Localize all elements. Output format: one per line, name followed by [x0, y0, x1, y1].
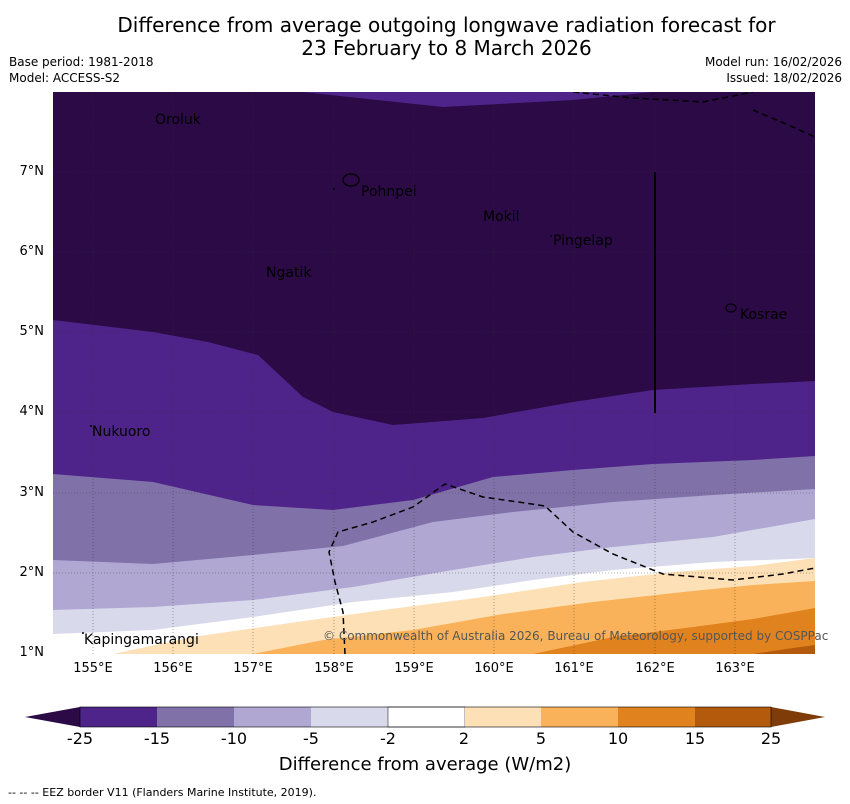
label-mokil: Mokil: [483, 209, 520, 225]
cbar-seg-1: [80, 707, 157, 727]
eez-borders: [328, 92, 815, 654]
lat-tick-2: 2°N: [19, 565, 45, 580]
lon-tick-158: 158°E: [314, 661, 354, 676]
cbar-label-6: 5: [535, 729, 547, 748]
colorbar: [25, 706, 825, 728]
cbar-outline: [79, 706, 772, 728]
lat-tick-7: 7°N: [19, 164, 45, 179]
ngatik-dot: [267, 268, 269, 270]
lat-tick-6: 6°N: [19, 244, 45, 259]
lon-tick-156: 156°E: [153, 661, 193, 676]
kosrae-island: [725, 303, 737, 313]
label-pohnpei: Pohnpei: [361, 184, 417, 200]
copyright-notice: © Commonwealth of Australia 2026, Bureau…: [323, 629, 829, 643]
cbar-seg-6: [465, 707, 541, 727]
band-top: [303, 92, 653, 107]
label-kapingamarangi: Kapingamarangi: [84, 632, 199, 648]
lon-tick-159: 159°E: [394, 661, 434, 676]
band-10-15: [533, 608, 815, 654]
colorbar-title: Difference from average (W/m2): [278, 754, 572, 775]
pingelap-dot: [550, 235, 552, 237]
label-pingelap: Pingelap: [553, 233, 613, 249]
cbar-seg-9: [695, 707, 771, 727]
lat-tick-4: 4°N: [19, 404, 45, 419]
ant-atoll-dot: [333, 188, 335, 190]
lat-tick-5: 5°N: [19, 324, 45, 339]
cbar-extend-high: [771, 707, 825, 727]
lon-tick-160: 160°E: [474, 661, 514, 676]
model-run: Model run: 16/02/2026: [704, 55, 842, 69]
cbar-extend-low: [25, 707, 80, 727]
forecast-map: [53, 92, 815, 654]
lat-tick-1: 1°N: [19, 645, 45, 660]
cbar-label-9: 25: [760, 729, 782, 748]
model-name: Model: ACCESS-S2: [9, 71, 121, 85]
title-line-2: 23 February to 8 March 2026: [301, 36, 592, 60]
label-nukuoro: Nukuoro: [92, 424, 151, 440]
cbar-label-4: -2: [380, 729, 396, 748]
footer-legend: -- -- -- EEZ border V11 (Flanders Marine…: [8, 786, 317, 799]
lon-tick-157: 157°E: [233, 661, 273, 676]
cbar-seg-3: [234, 707, 311, 727]
meta-right: Model run: 16/02/2026 Issued: 18/02/2026: [705, 54, 842, 86]
cbar-seg-2: [157, 707, 234, 727]
lat-tick-3: 3°N: [19, 485, 45, 500]
kapingamarangi-dot: [82, 632, 84, 634]
cbar-seg-8: [618, 707, 695, 727]
base-period: Base period: 1981-2018: [9, 55, 154, 69]
cbar-label-1: -15: [143, 729, 171, 748]
lon-tick-163: 163°E: [715, 661, 755, 676]
cbar-label-5: 2: [458, 729, 470, 748]
label-ngatik: Ngatik: [266, 265, 312, 281]
chart-title: Difference from average outgoing longwav…: [0, 14, 850, 60]
nukuoro-dot: [90, 425, 92, 427]
pohnpei-island: [342, 173, 360, 187]
lon-tick-162: 162°E: [635, 661, 675, 676]
cbar-label-7: 10: [607, 729, 629, 748]
label-kosrae: Kosrae: [740, 307, 788, 323]
band-15-25: [753, 645, 815, 654]
cbar-label-8: 15: [684, 729, 706, 748]
issued-date: Issued: 18/02/2026: [726, 71, 842, 85]
cbar-seg-4: [311, 707, 388, 727]
meta-left: Base period: 1981-2018 Model: ACCESS-S2: [9, 54, 154, 86]
lon-tick-161: 161°E: [554, 661, 594, 676]
cbar-label-0: -25: [66, 729, 94, 748]
cbar-label-3: -5: [303, 729, 319, 748]
label-oroluk: Oroluk: [155, 112, 201, 128]
cbar-label-2: -10: [220, 729, 248, 748]
lon-tick-155: 155°E: [73, 661, 113, 676]
cbar-seg-5: [387, 706, 466, 728]
title-line-1: Difference from average outgoing longwav…: [117, 13, 776, 37]
cbar-seg-7: [541, 707, 618, 727]
